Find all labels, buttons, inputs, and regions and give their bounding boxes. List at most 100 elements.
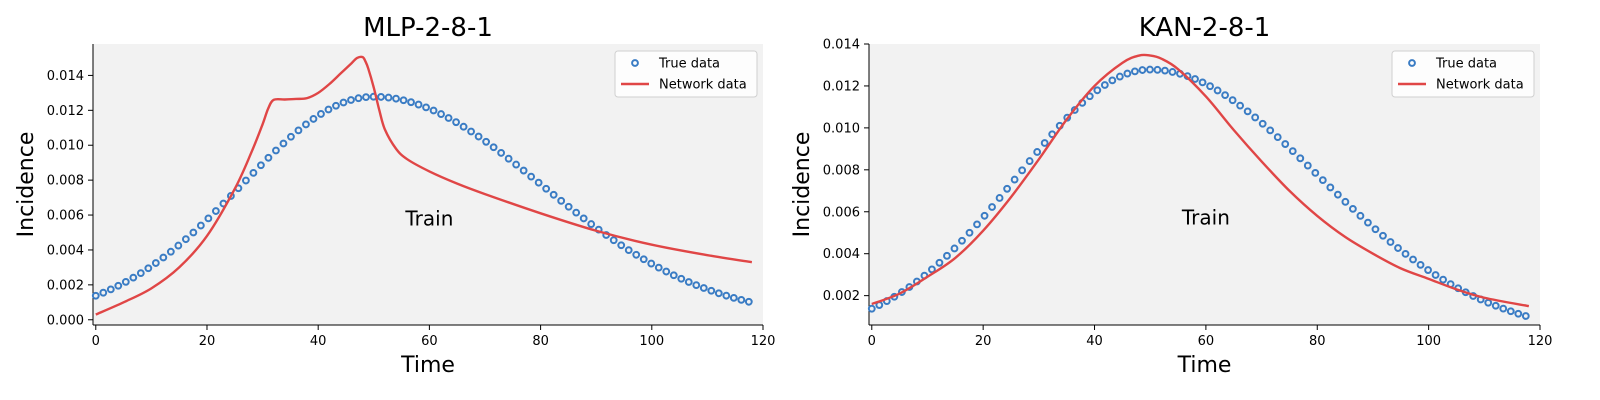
x-axis-label: Time	[400, 353, 455, 378]
true-data-point	[339, 98, 348, 107]
legend-label-true: True data	[658, 57, 720, 72]
y-tick-label: 0.014	[47, 69, 84, 84]
mlp-panel: 0 20 40 60 80 100 120 0.000 0.002 0.004 0.006 0.008…	[14, 13, 775, 378]
x-tick-label: 20	[199, 334, 216, 349]
true-data-point	[467, 127, 475, 136]
legend-box	[1391, 50, 1535, 98]
true-data-point	[196, 221, 205, 230]
true-data-point	[459, 122, 468, 131]
true-data-point	[354, 94, 363, 103]
legend-marker-true	[631, 59, 639, 67]
true-data-point	[347, 96, 355, 104]
true-data-point	[257, 161, 265, 170]
true-data-point	[1311, 168, 1320, 177]
true-data-point	[1003, 184, 1011, 193]
true-data-point	[1100, 81, 1109, 89]
true-data-point	[414, 100, 423, 109]
true-data-point	[377, 93, 385, 101]
true-data-point	[114, 281, 123, 290]
true-data-point	[1161, 66, 1169, 75]
true-data-point	[632, 250, 641, 259]
true-data-point	[1356, 211, 1365, 220]
true-data-point	[729, 293, 738, 302]
true-data-point	[1371, 225, 1380, 234]
x-tick-label: 40	[1086, 334, 1103, 349]
true-data-point	[1243, 107, 1252, 116]
true-data-point	[662, 267, 671, 276]
true-data-point	[1424, 266, 1432, 274]
true-data-point	[392, 94, 400, 103]
y-tick-label: 0.008	[823, 163, 860, 178]
legend-label-network: Network data	[1436, 78, 1524, 93]
true-data-point	[1281, 140, 1290, 148]
true-data-point	[264, 153, 273, 162]
true-data-point	[1439, 275, 1448, 284]
true-data-point	[407, 98, 415, 107]
true-data-point	[1085, 92, 1094, 101]
true-data-point	[294, 126, 303, 135]
true-data-point	[1318, 176, 1327, 185]
legend-box	[614, 50, 758, 98]
true-data-point	[973, 220, 981, 229]
true-data-point	[444, 114, 453, 122]
true-data-point	[1409, 255, 1417, 264]
true-data-point	[324, 105, 333, 114]
true-data-point	[504, 154, 513, 163]
x-tick-label: 120	[1528, 334, 1553, 349]
x-tick-label: 80	[1309, 334, 1326, 349]
true-data-point	[527, 172, 536, 181]
true-data-point	[1228, 96, 1237, 105]
true-data-point	[1348, 204, 1357, 213]
true-data-point	[181, 235, 190, 244]
true-data-point	[174, 241, 183, 250]
true-data-point	[1108, 76, 1117, 85]
y-tick-label: 0.006	[47, 209, 84, 224]
y-tick-label: 0.012	[47, 104, 84, 119]
true-data-point	[1153, 65, 1162, 74]
true-data-point	[988, 203, 996, 211]
x-tick-label: 0	[92, 334, 100, 349]
true-data-point	[995, 194, 1004, 202]
x-tick-label: 100	[639, 334, 664, 349]
true-data-point	[542, 184, 551, 193]
true-data-point	[151, 259, 160, 267]
true-data-point	[189, 228, 198, 237]
true-data-point	[549, 190, 558, 199]
true-data-point	[1251, 113, 1260, 122]
true-data-point	[1033, 148, 1042, 156]
true-data-point	[1431, 271, 1440, 279]
x-tick-label: 60	[421, 334, 438, 349]
x-axis-label: Time	[1177, 353, 1232, 378]
true-data-point	[309, 115, 318, 123]
true-data-point	[534, 178, 543, 187]
true-data-point	[1258, 119, 1267, 128]
kan-panel: 0 20 40 60 80 100 120 0.002 0.004 0.006 0.008 0.010…	[790, 13, 1552, 378]
true-data-point	[1206, 82, 1214, 91]
true-data-point	[332, 101, 340, 110]
true-data-point	[1491, 301, 1500, 310]
true-data-point	[384, 93, 393, 102]
legend-label-network: Network data	[659, 78, 747, 93]
true-data-point	[136, 269, 145, 277]
true-data-point	[692, 281, 701, 290]
legend: True data Network data	[1391, 50, 1535, 98]
true-data-point	[1386, 238, 1395, 246]
true-data-point	[572, 208, 581, 217]
true-data-point	[1499, 304, 1508, 313]
chart-title: KAN-2-8-1	[1139, 13, 1271, 43]
true-data-point	[1221, 91, 1230, 100]
y-tick-label: 0.010	[47, 139, 84, 154]
x-tick-label: 20	[975, 334, 992, 349]
true-data-point	[669, 271, 678, 280]
true-data-point	[1010, 175, 1019, 184]
true-data-point	[639, 255, 648, 264]
true-data-point	[1025, 157, 1034, 165]
true-data-point	[317, 110, 325, 118]
true-data-point	[1506, 307, 1515, 316]
true-data-point	[587, 220, 596, 228]
true-data-point	[1040, 139, 1049, 147]
train-annotation: Train	[1181, 205, 1230, 229]
true-data-point	[249, 168, 258, 177]
true-data-point	[166, 247, 175, 256]
